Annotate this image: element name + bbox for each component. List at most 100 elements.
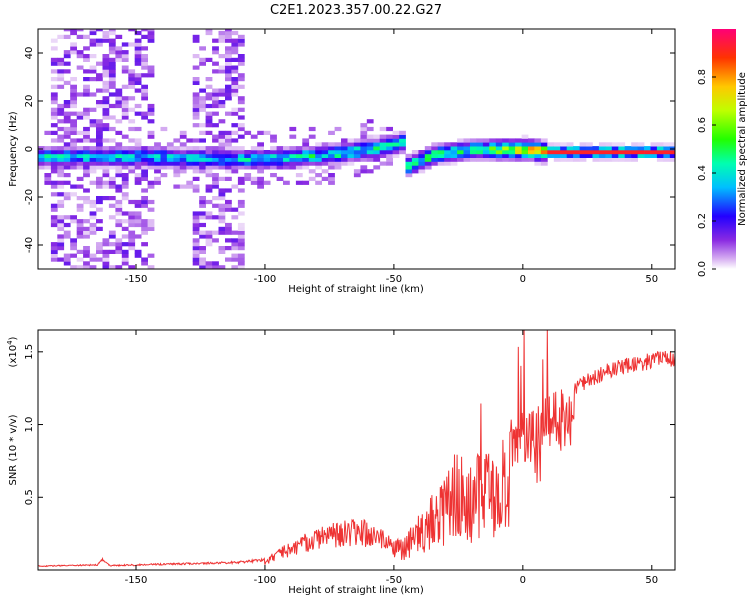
spectrogram-cell	[328, 146, 335, 151]
spectrogram-cell	[102, 165, 110, 170]
spectrogram-cell	[199, 234, 206, 239]
spectrogram-cell	[257, 130, 264, 135]
spectrogram-cell	[560, 146, 567, 151]
spectrogram-cell	[431, 153, 439, 158]
spectrogram-cell	[134, 57, 142, 62]
spectrogram-cell	[186, 180, 194, 185]
spectrogram-cell	[366, 142, 374, 147]
spectrogram-cell	[328, 157, 335, 162]
spectrogram-cell	[166, 146, 174, 151]
spectrogram-cell	[237, 257, 245, 262]
spectrogram-cell	[192, 226, 200, 231]
spectrogram-cell	[212, 38, 219, 43]
spectrogram-cell	[102, 126, 110, 132]
spectrogram-cell	[270, 153, 277, 158]
spectrogram-cell	[386, 134, 393, 139]
spectrogram-cell	[57, 226, 65, 231]
spectrogram-cell	[102, 96, 110, 101]
spectrogram-cell	[102, 161, 110, 166]
spectrogram-cell	[128, 219, 136, 224]
spectrogram-cell	[108, 157, 116, 162]
spectrogram-cell	[450, 153, 458, 158]
spectrogram-cell	[225, 54, 232, 59]
spectrogram-cell	[44, 153, 52, 158]
spectrogram-cell	[502, 138, 509, 143]
spectrogram-cell	[212, 46, 219, 51]
spectrogram-cell	[70, 84, 77, 89]
spectrogram-cell	[540, 146, 548, 151]
spectrogram-cell	[89, 165, 97, 170]
spectrogram-cell	[166, 157, 174, 162]
spectrogram-cell	[463, 150, 471, 155]
spectrogram-cell	[70, 92, 77, 97]
spectrogram-cell	[108, 230, 116, 235]
spectrogram-cell	[457, 157, 464, 162]
spectrogram-cell	[70, 96, 77, 101]
spectrogram-cell	[70, 253, 77, 258]
spectrogram-cell	[192, 238, 200, 243]
spectrogram-cell	[231, 257, 239, 262]
spectrogram-cell	[199, 146, 206, 151]
spectrogram-cell	[192, 103, 200, 109]
spectrogram-cell	[212, 173, 219, 178]
spectrogram-cell	[656, 146, 664, 151]
spectrogram-cell	[605, 150, 613, 155]
spectrogram-cell	[134, 111, 142, 116]
spectrogram-cell	[154, 169, 161, 174]
spectrogram-cell	[199, 123, 206, 128]
spectrogram-cell	[102, 57, 110, 62]
spectrogram-cell	[134, 153, 142, 158]
spectrogram-cell	[147, 219, 155, 224]
spectrogram-cell	[231, 215, 239, 220]
spectrogram-cell	[302, 153, 310, 158]
spectrogram-cell	[121, 50, 129, 55]
spectrogram-cell	[289, 161, 297, 166]
spectrogram-cell	[283, 180, 290, 185]
spectrogram-cell	[96, 38, 103, 43]
spectrogram-cell	[341, 142, 348, 147]
spectrogram-cell	[231, 146, 239, 151]
spectrogram-cell	[386, 142, 393, 147]
spectrogram-cell	[437, 150, 445, 155]
spectrogram-cell	[50, 165, 58, 170]
spectrogram-cell	[192, 249, 200, 254]
spectrogram-cell	[63, 230, 71, 235]
spectrogram-cell	[192, 219, 200, 224]
spectrogram-cell	[225, 30, 232, 36]
spectrogram-cell	[669, 153, 675, 158]
spectrogram-cell	[237, 238, 245, 243]
spectrogram-cell	[63, 119, 71, 124]
spectrogram-cell	[134, 103, 142, 109]
spectrogram-cell	[502, 153, 509, 158]
spectrogram-cell	[147, 165, 155, 170]
spectrogram-cell	[108, 203, 116, 208]
spectrogram-cell	[212, 184, 219, 189]
spectrogram-cell	[476, 142, 484, 147]
spectrogram-cell	[70, 100, 77, 105]
spectrogram-cell	[121, 103, 129, 109]
spectrogram-cell	[444, 150, 451, 155]
spectrogram-cell	[147, 226, 155, 231]
spectrogram-cell	[257, 161, 264, 166]
spectrogram-cell	[463, 153, 471, 158]
spectrogram-cell	[618, 153, 626, 158]
spectrogram-cell	[399, 130, 406, 135]
spectrogram-cell	[334, 146, 342, 151]
spectrogram-cell	[147, 199, 155, 205]
spectrogram-cell	[166, 142, 174, 147]
spectrogram-cell	[102, 138, 110, 143]
spectrogram-cell	[96, 130, 103, 135]
spectrogram-cell	[102, 261, 110, 266]
spectrogram-cell	[315, 146, 322, 151]
spectrogram-cell	[212, 176, 219, 181]
spectrogram-cell	[225, 222, 232, 228]
spectrogram-cell	[50, 257, 58, 262]
spectrogram-cell	[347, 153, 355, 158]
spectrogram-cell	[308, 146, 316, 151]
spectrogram-cell	[444, 142, 451, 147]
spectrogram-cell	[115, 184, 123, 189]
spectrogram-cell	[225, 130, 232, 135]
spectrogram-cell	[83, 265, 90, 269]
spectrogram-cell	[199, 150, 206, 155]
spectrogram-cell	[244, 130, 252, 135]
